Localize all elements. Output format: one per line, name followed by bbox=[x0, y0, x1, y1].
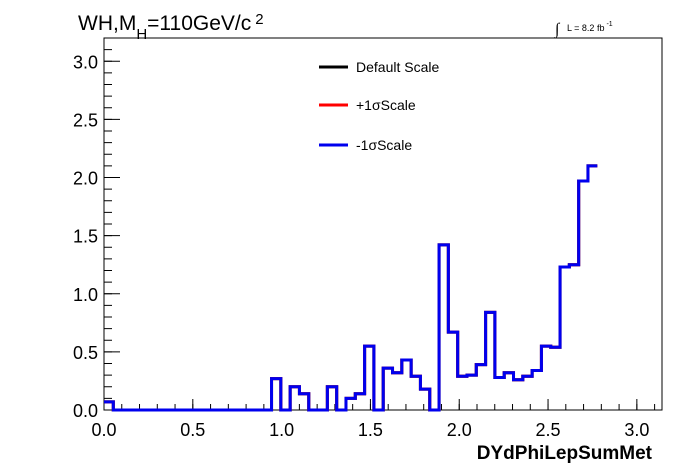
x-tick-label: 2.5 bbox=[536, 420, 561, 440]
y-tick-label: 1.5 bbox=[73, 227, 98, 247]
series-group bbox=[104, 164, 598, 412]
lumi-label: L = 8.2 fb -1 bbox=[567, 21, 613, 33]
title-rest: =110GeV/c bbox=[147, 12, 251, 35]
x-tick-label: 1.5 bbox=[358, 420, 383, 440]
chart-title: WH,MH=110GeV/c 2 bbox=[78, 11, 264, 43]
x-tick-label: 3.0 bbox=[624, 420, 649, 440]
lumi-superscript: -1 bbox=[606, 21, 612, 28]
title-superscript: 2 bbox=[255, 11, 263, 28]
y-tick-label: 2.5 bbox=[73, 110, 98, 130]
x-tick-label: 1.0 bbox=[269, 420, 294, 440]
y-tick-label: 2.0 bbox=[73, 169, 98, 189]
legend-entry-label: -1σScale bbox=[356, 137, 412, 153]
x-tick-label: 0.5 bbox=[180, 420, 205, 440]
x-tick-label: 0.0 bbox=[91, 420, 116, 440]
title-main: WH,M bbox=[78, 12, 136, 35]
legend-entry-label: Default Scale bbox=[356, 59, 439, 75]
y-tick-label: 0.5 bbox=[73, 343, 98, 363]
series-line bbox=[104, 164, 598, 412]
series-line bbox=[104, 164, 598, 412]
y-tick-label: 3.0 bbox=[73, 52, 98, 72]
series-line bbox=[104, 164, 598, 412]
y-tick-label: 0.0 bbox=[73, 401, 98, 421]
x-tick-label: 2.0 bbox=[447, 420, 472, 440]
lumi-text: L = 8.2 fb bbox=[567, 23, 604, 33]
lumi-integral-symbol: ∫ bbox=[554, 21, 561, 39]
legend: Default Scale +1σScale -1σScale bbox=[319, 59, 439, 153]
y-tick-label: 1.0 bbox=[73, 285, 98, 305]
y-axis: 0.0 0.5 1.0 1.5 2.0 2.5 3.0 bbox=[73, 37, 120, 421]
legend-entry-label: +1σScale bbox=[356, 97, 416, 113]
x-axis: 0.0 0.5 1.0 1.5 2.0 2.5 3.0 bbox=[91, 399, 656, 440]
x-axis-label: DYdPhiLepSumMet bbox=[477, 443, 653, 464]
title-subscript: H bbox=[136, 26, 147, 43]
